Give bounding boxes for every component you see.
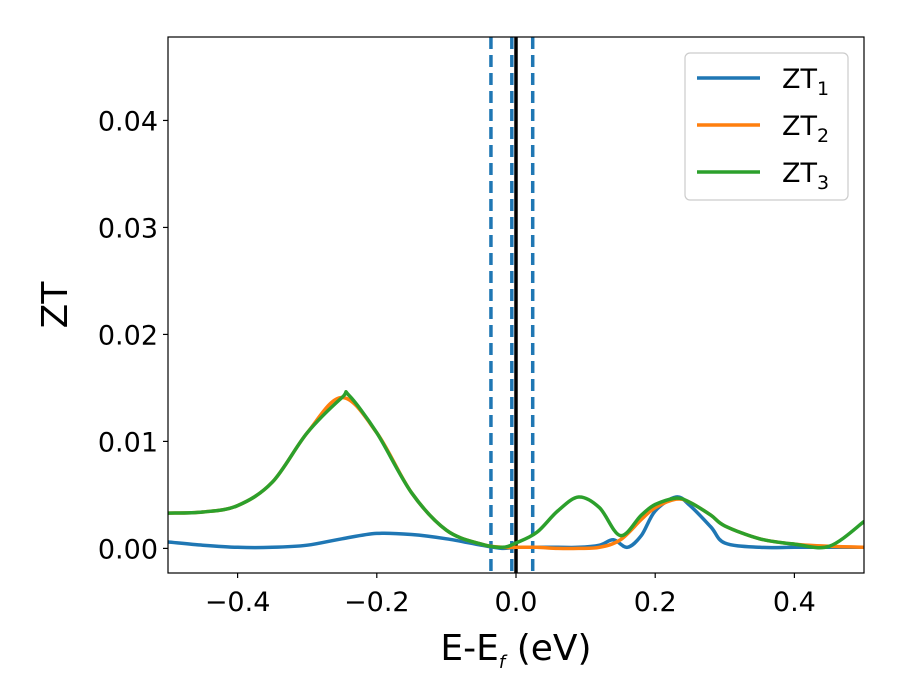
vertical-lines [489, 37, 535, 573]
y-axis-label: ZT [35, 281, 76, 329]
y-axis-ticks: 0.00 0.01 0.02 0.03 0.04 [98, 106, 168, 565]
x-tick-label: 0.0 [495, 587, 538, 618]
legend-label-3: ZT3 [782, 158, 829, 194]
y-tick-label: 0.00 [98, 534, 158, 565]
x-tick-label: 0.2 [634, 587, 677, 618]
x-tick-label: −0.2 [344, 587, 410, 618]
y-tick-label: 0.01 [98, 427, 158, 458]
legend-box [684, 52, 849, 201]
x-axis-label-sub: f [499, 652, 508, 673]
legend-label-2: ZT2 [782, 111, 829, 147]
y-tick-label: 0.04 [98, 106, 158, 137]
series-lines [168, 390, 864, 551]
y-tick-label: 0.02 [98, 320, 158, 351]
legend: ZT1 ZT2 ZT3 [684, 52, 849, 201]
x-axis-ticks: −0.4 −0.2 0.0 0.2 0.4 [205, 573, 816, 618]
x-axis-label-unit: (eV) [505, 628, 591, 669]
x-axis-label-main: E-E [440, 628, 498, 669]
x-tick-label: −0.4 [205, 587, 271, 618]
x-axis-label: E-Ef (eV) [440, 628, 591, 673]
legend-label-1: ZT1 [782, 64, 829, 100]
y-tick-label: 0.03 [98, 213, 158, 244]
x-tick-label: 0.4 [773, 587, 816, 618]
series-line-3 [168, 390, 864, 550]
